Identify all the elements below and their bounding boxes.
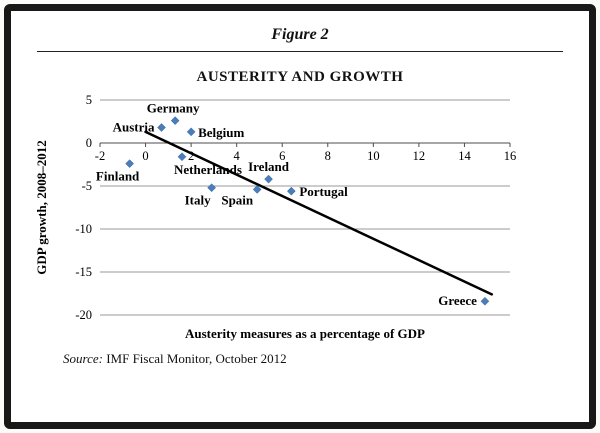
x-tick-label: 14 [458, 149, 471, 163]
point-label: Portugal [299, 184, 348, 199]
header-divider [37, 51, 563, 52]
point-label: Spain [221, 192, 254, 207]
y-tick-label: -10 [75, 222, 92, 236]
x-tick-label: 8 [325, 149, 331, 163]
data-point [157, 123, 166, 132]
data-point [207, 183, 216, 193]
figure-label: Figure 2 [271, 26, 329, 43]
data-point [480, 296, 490, 306]
data-point [125, 159, 134, 168]
source-text: IMF Fiscal Monitor, October 2012 [106, 351, 287, 366]
point-label: Ireland [248, 159, 290, 174]
data-point [286, 186, 296, 196]
point-label: Belgium [198, 125, 244, 140]
x-tick-label: -2 [95, 149, 105, 163]
trend-line [144, 130, 494, 296]
x-tick-label: 12 [413, 149, 426, 163]
source-line: Source: IMF Fiscal Monitor, October 2012 [63, 351, 589, 367]
data-point [264, 174, 273, 184]
point-label: Netherlands [174, 162, 242, 177]
data-point [177, 152, 187, 162]
figure-frame: Figure 2 AUSTERITY AND GROWTH GDP growth… [4, 4, 596, 429]
x-axis-title: Austerity measures as a percentage of GD… [185, 326, 425, 341]
x-tick-label: 4 [234, 149, 241, 163]
point-label: Italy [185, 193, 212, 208]
x-tick-label: 0 [142, 149, 148, 163]
y-tick-label: -20 [75, 308, 92, 322]
point-label: Austria [113, 120, 155, 135]
y-axis-title: GDP growth, 2008–2012 [34, 140, 49, 274]
source-prefix: Source: [63, 351, 103, 366]
data-point [252, 185, 262, 194]
x-tick-label: 10 [367, 149, 380, 163]
point-label: Germany [147, 101, 200, 116]
x-tick-label: 16 [504, 149, 517, 163]
x-tick-label: 6 [279, 149, 285, 163]
point-label: Greece [438, 293, 477, 308]
y-tick-label: 5 [86, 93, 92, 107]
x-tick-label: 2 [188, 149, 194, 163]
data-point [170, 116, 180, 125]
data-point [186, 127, 196, 137]
y-tick-label: 0 [86, 136, 92, 150]
scatter-chart: GDP growth, 2008–2012 Austerity measures… [34, 93, 517, 341]
y-tick-label: -5 [82, 179, 92, 193]
point-label: Finland [96, 169, 140, 184]
y-tick-label: -15 [75, 265, 92, 279]
chart-title: AUSTERITY AND GROWTH [196, 69, 404, 85]
